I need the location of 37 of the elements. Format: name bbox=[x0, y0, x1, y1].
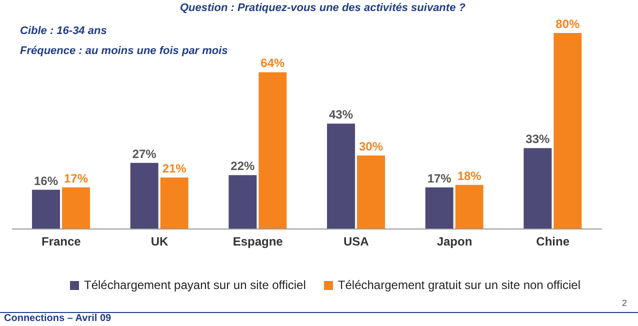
data-label: 33% bbox=[526, 132, 550, 146]
x-tick-label: UK bbox=[150, 234, 168, 249]
chart-title: Question : Pratiquez-vous une des activités suivante ? bbox=[180, 2, 466, 14]
data-label: 80% bbox=[556, 17, 580, 31]
bar bbox=[258, 72, 287, 229]
x-tick-label: Japon bbox=[436, 234, 472, 249]
bar bbox=[32, 190, 60, 229]
chart-subtitle: Cible : 16-34 ans bbox=[20, 25, 107, 37]
legend-label: Téléchargement payant sur un site officiel bbox=[84, 278, 306, 292]
data-label: 27% bbox=[132, 146, 157, 161]
data-label: 22% bbox=[230, 159, 255, 174]
bar bbox=[524, 148, 552, 229]
data-label: 30% bbox=[358, 140, 384, 154]
bar bbox=[160, 178, 188, 229]
data-label: 18% bbox=[457, 168, 482, 183]
x-tick-label: Espagne bbox=[232, 234, 284, 249]
bar bbox=[130, 162, 158, 229]
bar bbox=[327, 124, 355, 229]
data-label: 17% bbox=[64, 171, 88, 186]
x-tick-label: USA bbox=[343, 234, 370, 249]
bar bbox=[228, 175, 257, 229]
bar bbox=[357, 156, 385, 229]
annotation: Fréquence : au moins une fois par mois bbox=[20, 45, 228, 57]
data-label: 16% bbox=[34, 174, 58, 188]
data-label: 17% bbox=[427, 171, 452, 186]
data-label: 43% bbox=[328, 108, 354, 122]
bar bbox=[455, 184, 484, 229]
data-label: 64% bbox=[260, 56, 285, 70]
x-tick-label: Chine bbox=[536, 234, 570, 249]
legend-label: Téléchargement gratuit sur un site non officiel bbox=[338, 278, 580, 292]
text: 2 bbox=[622, 298, 628, 308]
bar bbox=[425, 187, 454, 229]
bar bbox=[62, 187, 90, 229]
text: Connections – Avril 09 bbox=[4, 313, 112, 324]
data-label: 21% bbox=[162, 162, 187, 176]
x-tick-label: France bbox=[41, 234, 82, 249]
bar bbox=[554, 33, 582, 229]
